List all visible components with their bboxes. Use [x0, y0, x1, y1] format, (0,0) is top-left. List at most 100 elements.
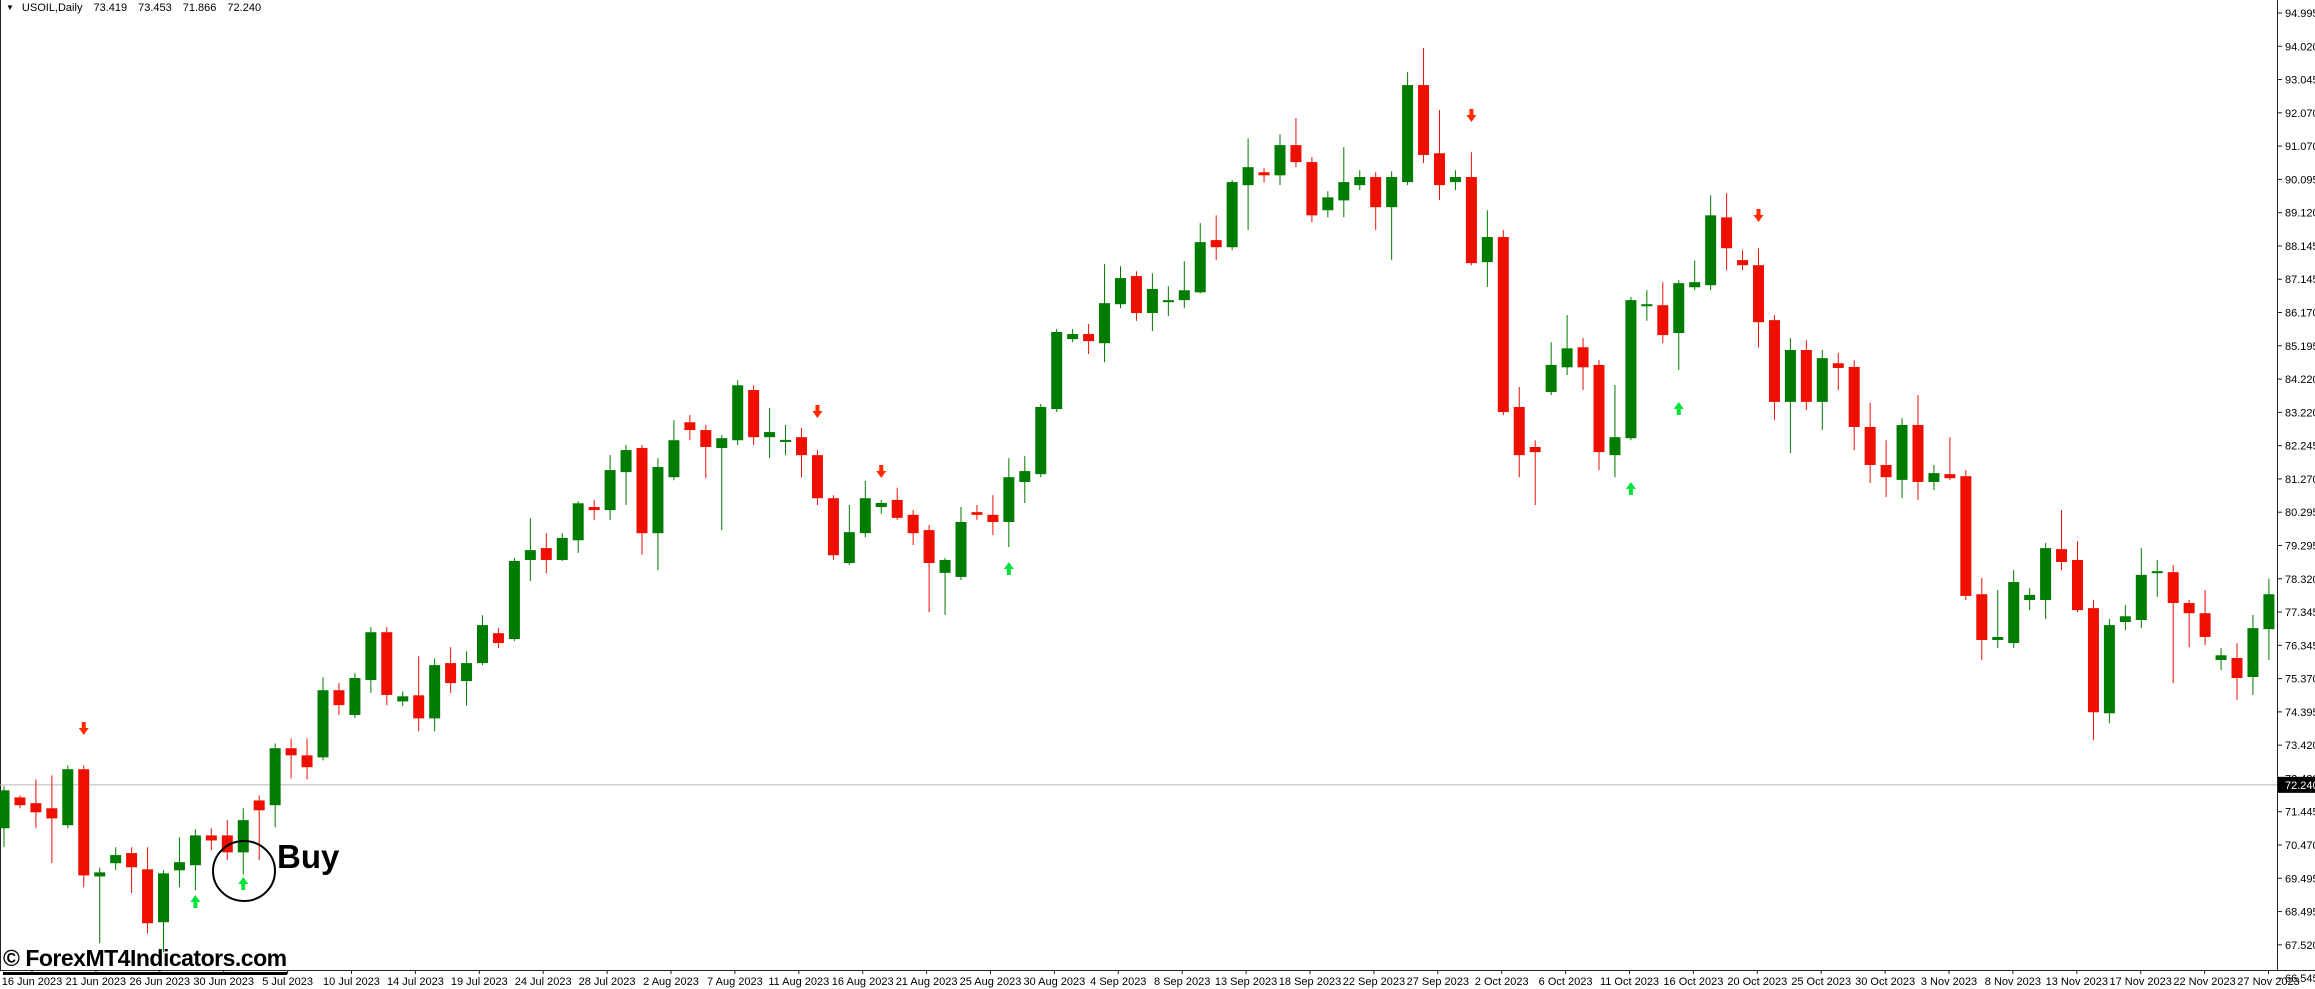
candle	[620, 444, 632, 506]
price-axis-label[interactable]: 69.495	[2285, 873, 2315, 885]
bear-candle-body	[142, 869, 154, 924]
bull-candle-body	[1146, 288, 1158, 314]
candle	[907, 510, 919, 546]
bull-candle-body	[508, 560, 520, 639]
candle	[796, 428, 807, 478]
price-axis-label[interactable]: 66.545	[2285, 973, 2315, 985]
candle	[1386, 171, 1398, 261]
date-axis-label[interactable]: 8 Nov 2023	[1985, 976, 2041, 988]
price-axis-label[interactable]: 75.370	[2285, 674, 2315, 686]
candle	[2024, 588, 2036, 611]
price-axis-label[interactable]: 84.220	[2285, 374, 2315, 386]
candle	[1577, 338, 1589, 391]
candle	[1258, 168, 1270, 183]
bear-candle-body	[1737, 260, 1749, 266]
price-axis-label[interactable]: 76.345	[2285, 640, 2315, 652]
price-axis-label[interactable]: 83.220	[2285, 407, 2315, 419]
bull-candle-body	[1784, 349, 1796, 402]
bear-candle-body	[126, 853, 138, 868]
date-axis-label[interactable]: 25 Aug 2023	[960, 976, 1022, 988]
candle	[1657, 282, 1669, 344]
date-axis-label[interactable]: 17 Nov 2023	[2110, 976, 2172, 988]
date-axis-label[interactable]: 5 Jul 2023	[262, 976, 313, 988]
bull-candle-body	[1322, 197, 1334, 211]
date-axis-label[interactable]: 14 Jul 2023	[387, 976, 444, 988]
date-axis-label[interactable]: 27 Nov 2023	[2237, 976, 2299, 988]
bull-candle-body	[955, 521, 967, 577]
date-axis-label[interactable]: 11 Aug 2023	[768, 976, 829, 988]
bull-candle-body	[1673, 283, 1685, 334]
date-axis-label[interactable]: 16 Oct 2023	[1663, 976, 1723, 988]
price-axis-label[interactable]: 74.395	[2285, 707, 2315, 719]
date-axis-label[interactable]: 18 Sep 2023	[1279, 976, 1341, 988]
date-axis-label[interactable]: 30 Oct 2023	[1855, 976, 1915, 988]
symbol-dropdown-icon[interactable]: ▼	[6, 2, 14, 12]
date-axis-label[interactable]: 4 Sep 2023	[1090, 976, 1146, 988]
candle	[971, 505, 983, 520]
date-axis-label[interactable]: 16 Jun 2023	[2, 976, 63, 988]
price-axis-label[interactable]: 91.070	[2285, 141, 2315, 153]
date-axis-label[interactable]: 26 Jun 2023	[130, 976, 191, 988]
price-axis-label[interactable]: 68.495	[2285, 907, 2315, 919]
candle	[1625, 297, 1637, 441]
date-axis-label[interactable]: 3 Nov 2023	[1921, 976, 1977, 988]
price-axis-label[interactable]: 81.270	[2285, 474, 2315, 486]
price-axis-label[interactable]: 79.295	[2285, 540, 2315, 552]
date-axis-label[interactable]: 2 Aug 2023	[643, 976, 699, 988]
price-axis-label[interactable]: 89.120	[2285, 208, 2315, 220]
date-axis-label[interactable]: 13 Nov 2023	[2046, 976, 2108, 988]
candle	[1003, 458, 1015, 548]
candle	[2008, 570, 2020, 649]
date-axis-label[interactable]: 22 Sep 2023	[1343, 976, 1405, 988]
bull-candle-body	[732, 385, 744, 441]
date-axis-label[interactable]: 13 Sep 2023	[1215, 976, 1277, 988]
date-axis-label[interactable]: 24 Jul 2023	[515, 976, 572, 988]
price-axis-label[interactable]: 77.345	[2285, 607, 2315, 619]
date-axis-label[interactable]: 6 Oct 2023	[1539, 976, 1593, 988]
price-axis-label[interactable]: 82.245	[2285, 441, 2315, 453]
date-axis-label[interactable]: 21 Jun 2023	[66, 976, 127, 988]
date-axis-label[interactable]: 8 Sep 2023	[1154, 976, 1210, 988]
candle	[365, 627, 377, 693]
candle	[492, 628, 504, 649]
buy-arrow-icon	[1003, 562, 1014, 575]
candle	[764, 407, 776, 459]
date-axis-label[interactable]: 11 Oct 2023	[1600, 976, 1659, 988]
price-axis-label[interactable]: 94.995	[2285, 8, 2315, 20]
date-axis-label[interactable]: 30 Aug 2023	[1024, 976, 1086, 988]
date-axis-label[interactable]: 10 Jul 2023	[323, 976, 380, 988]
price-axis-label[interactable]: 87.145	[2285, 274, 2315, 286]
candle	[189, 829, 201, 891]
date-axis-label[interactable]: 22 Nov 2023	[2173, 976, 2235, 988]
date-axis-label[interactable]: 28 Jul 2023	[579, 976, 636, 988]
price-axis-label[interactable]: 90.095	[2285, 174, 2315, 186]
price-axis-label[interactable]: 85.195	[2285, 341, 2315, 353]
date-axis-label[interactable]: 7 Aug 2023	[707, 976, 763, 988]
date-axis-label[interactable]: 21 Aug 2023	[896, 976, 958, 988]
price-axis-label[interactable]: 94.020	[2285, 41, 2315, 53]
date-axis-label[interactable]: 30 Jun 2023	[193, 976, 254, 988]
date-axis-label[interactable]: 2 Oct 2023	[1475, 976, 1529, 988]
price-axis-label[interactable]: 92.070	[2285, 108, 2315, 120]
candle	[126, 847, 138, 894]
bull-candle-body	[1274, 145, 1286, 176]
bull-candle-body	[2135, 574, 2147, 620]
date-axis-label[interactable]: 27 Sep 2023	[1407, 976, 1469, 988]
date-axis-label[interactable]: 19 Jul 2023	[451, 976, 508, 988]
bear-candle-body	[301, 755, 313, 768]
price-axis-label[interactable]: 78.320	[2285, 574, 2315, 586]
price-axis-label[interactable]: 88.145	[2285, 241, 2315, 253]
price-axis-label[interactable]: 71.445	[2285, 807, 2315, 819]
price-axis-label[interactable]: 73.420	[2285, 740, 2315, 752]
date-axis-label[interactable]: 20 Oct 2023	[1727, 976, 1787, 988]
bull-candle-body	[461, 663, 473, 682]
price-axis-label[interactable]: 70.470	[2285, 840, 2315, 852]
price-axis-label[interactable]: 93.045	[2285, 75, 2315, 87]
price-axis-label[interactable]: 86.170	[2285, 308, 2315, 320]
bear-candle-body	[923, 530, 935, 564]
date-axis-label[interactable]: 16 Aug 2023	[832, 976, 894, 988]
date-axis-label[interactable]: 25 Oct 2023	[1791, 976, 1851, 988]
price-axis-label[interactable]: 80.295	[2285, 507, 2315, 519]
price-axis-label[interactable]: 67.520	[2285, 940, 2315, 952]
